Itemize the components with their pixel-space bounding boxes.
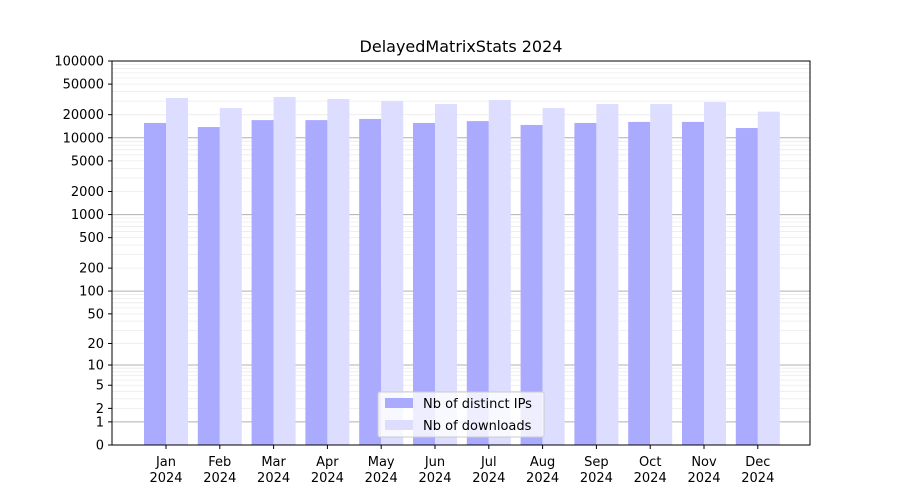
bar-downloads-jun [435, 104, 457, 445]
bars [144, 96, 780, 446]
y-tick-label: 2000 [71, 185, 104, 200]
x-tick-label-month: Sep [584, 455, 609, 470]
bar-downloads-feb [219, 108, 242, 446]
bar-downloads-oct [650, 104, 673, 445]
legend-box [377, 391, 545, 438]
x-tick-label-month: Nov [691, 455, 717, 470]
x-tick-label-month: Mar [261, 455, 286, 470]
y-tick-label: 50000 [63, 78, 104, 93]
y-tick-label: 10000 [63, 131, 104, 146]
plot-frame [111, 60, 811, 446]
x-tick-label-month: Jul [480, 455, 497, 470]
bar-ips-may [359, 118, 382, 445]
x-tick-label-year: 2024 [580, 471, 613, 486]
x-tick-label-year: 2024 [203, 471, 236, 486]
y-tick-label: 100 [79, 285, 104, 300]
legend-label-downloads: Nb of downloads [423, 419, 532, 434]
x-tick-label-year: 2024 [526, 471, 559, 486]
bar-downloads-jul [488, 100, 511, 445]
y-tick-label: 500 [79, 231, 104, 246]
bar-ips-jun [413, 122, 435, 446]
bar-downloads-sep [596, 104, 619, 445]
x-tick-label-month: Jun [424, 455, 445, 470]
bar-ips-mar [251, 120, 274, 446]
y-tick-label: 100000 [54, 54, 104, 69]
y-axis: 0 12 5 10 20 50 100 200 500 1000 2000 5000 10000 2000… [54, 54, 112, 454]
bar-downloads-aug [542, 108, 565, 446]
y-tick-label: 1000 [71, 208, 104, 223]
bar-downloads-mar [273, 96, 296, 445]
x-tick-label-year: 2024 [365, 471, 398, 486]
bar-ips-jul [466, 121, 489, 445]
x-tick-label-month: Feb [208, 455, 231, 470]
bar-ips-sep [574, 122, 597, 446]
y-tick-label: 200 [79, 262, 104, 277]
bar-downloads-jan [166, 97, 188, 446]
legend-swatch-ips [385, 398, 413, 408]
bar-downloads-nov [704, 102, 726, 445]
x-tick-label-month: Jan [155, 455, 176, 470]
y-tick-label: 50 [87, 307, 104, 322]
bar-downloads-may [381, 101, 404, 445]
x-tick-label-year: 2024 [149, 471, 182, 486]
legend-label-ips: Nb of distinct IPs [423, 397, 532, 412]
y-tick-label: 20000 [63, 108, 104, 123]
x-tick-label-year: 2024 [472, 471, 505, 486]
x-tick-label-month: Apr [316, 455, 339, 470]
y-tick-label: 1 [96, 415, 104, 430]
bar-downloads-apr [327, 99, 350, 445]
x-tick-label-year: 2024 [257, 471, 290, 486]
bar-downloads-dec [757, 111, 780, 445]
bar-ips-feb [197, 127, 220, 445]
bar-ips-aug [520, 124, 543, 446]
bar-ips-apr [305, 120, 328, 446]
y-tick-label: 5000 [71, 154, 104, 169]
legend: Nb of distinct IPs Nb of downloads [377, 391, 545, 438]
bar-ips-nov [682, 121, 704, 446]
legend-swatch-downloads [385, 420, 413, 430]
x-tick-label-month: Aug [530, 455, 555, 470]
y-tick-label: 10 [87, 359, 104, 374]
x-tick-label-month: Oct [639, 455, 661, 470]
x-tick-label-month: May [368, 455, 395, 470]
y-tick-label: 5 [96, 379, 104, 394]
bar-ips-oct [628, 121, 651, 446]
y-tick-label: 20 [87, 337, 104, 352]
chart-title: DelayedMatrixStats 2024 [360, 37, 563, 56]
x-tick-label-year: 2024 [687, 471, 720, 486]
x-tick-label-year: 2024 [634, 471, 667, 486]
bar-ips-dec [735, 128, 758, 445]
x-tick-label-year: 2024 [741, 471, 774, 486]
x-tick-label-year: 2024 [418, 471, 451, 486]
y-tick-label: 2 [96, 402, 104, 417]
x-axis: Jan2024Feb2024Mar2024Apr2024May2024Jun20… [149, 445, 774, 486]
y-tick-label: 0 [96, 439, 104, 454]
x-tick-label-year: 2024 [311, 471, 344, 486]
bar-ips-jan [144, 122, 166, 446]
x-tick-label-month: Dec [745, 455, 770, 470]
